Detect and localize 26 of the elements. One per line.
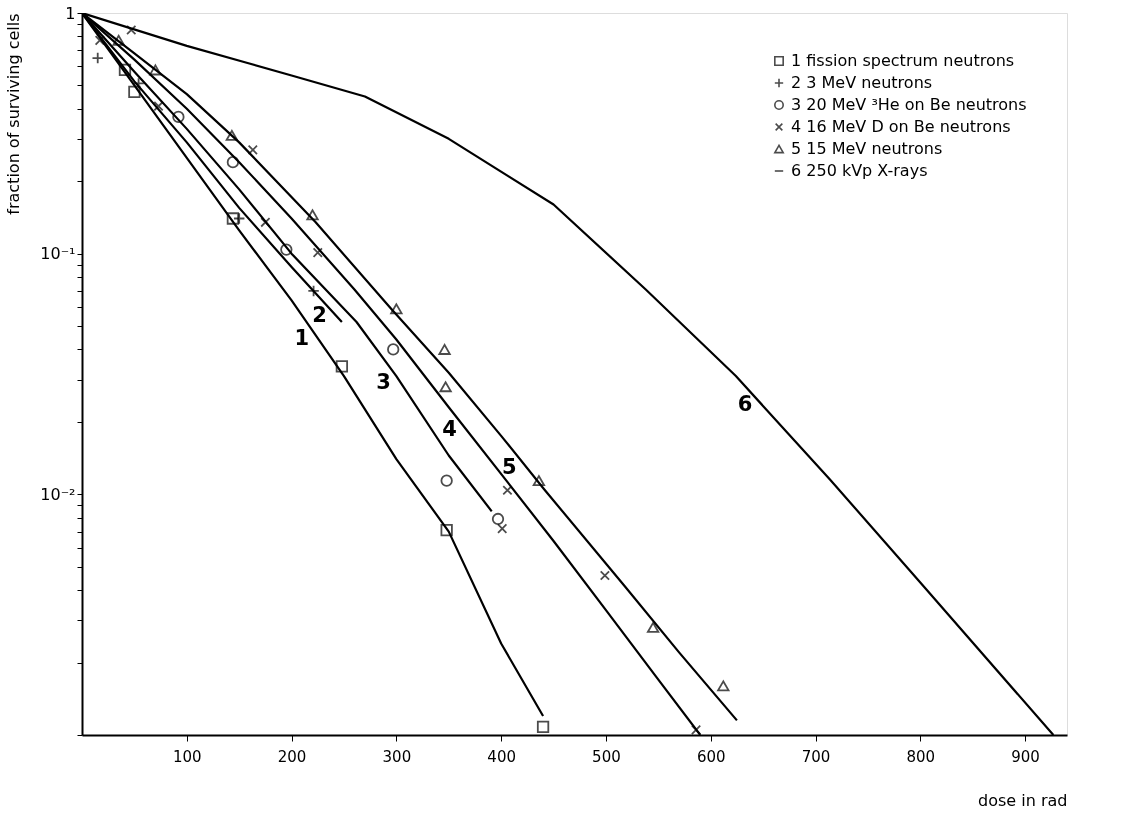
- x-tick-label: 600: [696, 747, 726, 766]
- annotation: 4: [442, 417, 457, 442]
- annotation: 5: [501, 454, 517, 479]
- legend-label: 2 3 MeV neutrons: [791, 73, 933, 92]
- x-tick-label: 100: [172, 747, 202, 766]
- y-axis-title: fraction of surviving cells: [4, 13, 24, 215]
- x-tick-label: 200: [277, 747, 307, 766]
- legend-label: 5 15 MeV neutrons: [791, 139, 943, 158]
- annotation: 1: [294, 326, 310, 351]
- y-tick-label: 1: [65, 3, 76, 23]
- x-tick-label: 900: [1011, 747, 1040, 766]
- y-tick-label: 10⁻¹: [40, 244, 76, 264]
- x-tick-label: 700: [801, 747, 831, 766]
- x-tick-label: 500: [592, 747, 621, 766]
- annotation: 2: [312, 303, 327, 328]
- legend-label: 6 250 kVp X-rays: [791, 161, 928, 180]
- legend-label: 1 fission spectrum neutrons: [791, 51, 1015, 70]
- annotation: 3: [376, 370, 391, 395]
- legend-label: 3 20 MeV ³He on Be neutrons: [791, 95, 1027, 114]
- legend-label: 4 16 MeV D on Be neutrons: [791, 117, 1011, 136]
- annotation: 6: [737, 392, 753, 417]
- y-tick-label: 10⁻²: [40, 484, 76, 504]
- x-tick-label: 300: [382, 747, 412, 766]
- x-tick-label: 800: [906, 747, 936, 766]
- x-tick-label: 400: [487, 747, 516, 766]
- x-axis-title: dose in rad: [978, 790, 1068, 810]
